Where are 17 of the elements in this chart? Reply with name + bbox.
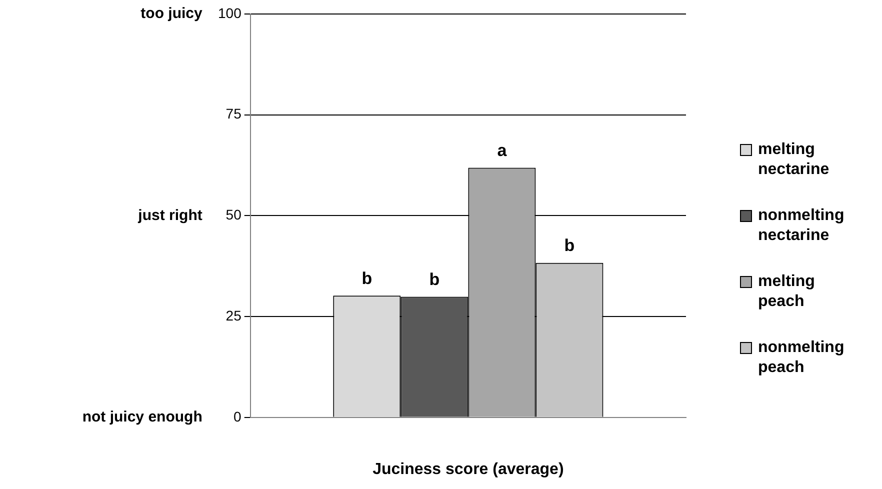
legend-label: nonmelting nectarine [758,206,846,246]
y-tick-label: 0 [234,408,242,424]
data-label: b [564,236,575,256]
data-label: a [497,140,508,160]
legend-label: nonmelting peach [758,338,846,378]
y-tick-label: 50 [226,206,242,223]
text: just right [137,206,202,224]
text: too juicy [140,5,204,22]
y-tick-label: 25 [226,307,242,324]
x-axis-title: Juciness score (average) [372,460,564,478]
y-tick-label: 75 [226,106,242,122]
text: not juicy enough [82,408,202,426]
data-label: b [429,270,440,289]
data-label: b [362,268,372,288]
legend-label: melting peach [758,272,816,312]
y-tick-label: 100 [218,4,242,21]
legend-label: melting nectarine [758,140,830,180]
